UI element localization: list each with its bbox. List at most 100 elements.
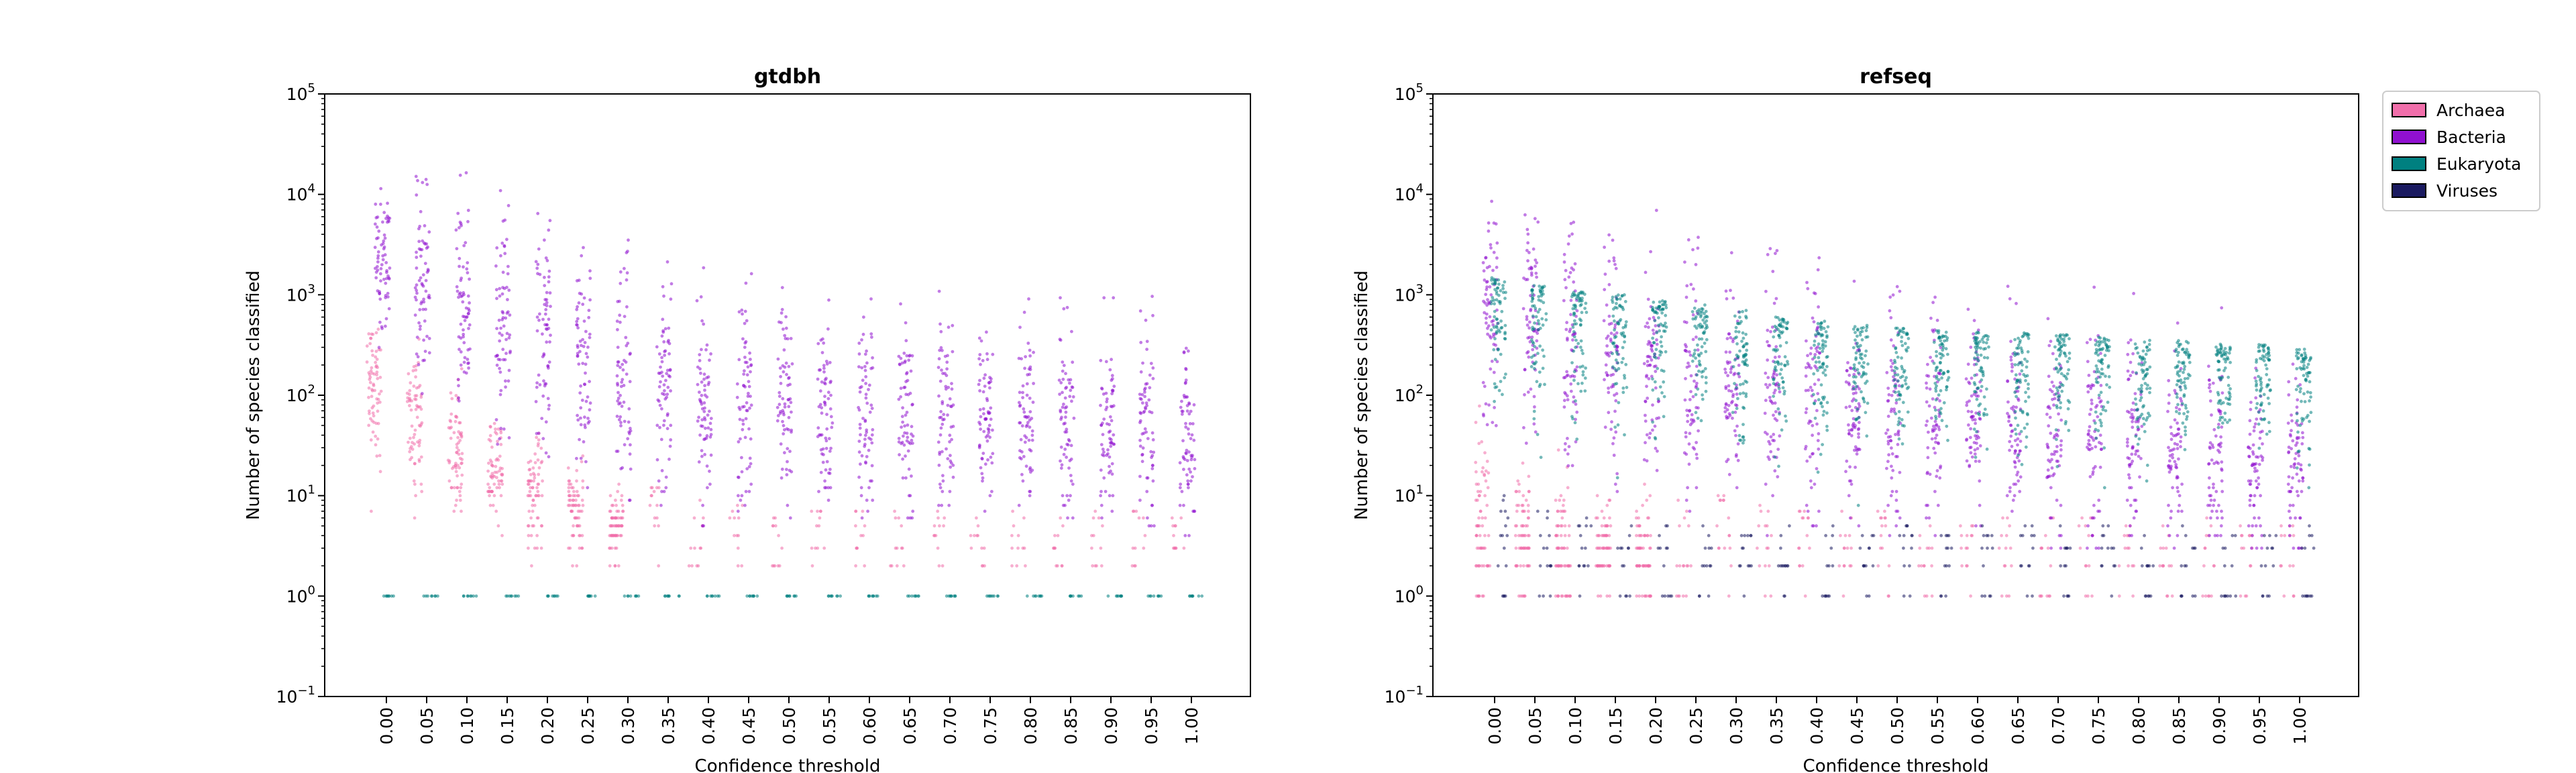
point-bacteria [1191, 454, 1194, 458]
point-archaea [1930, 594, 1934, 598]
point-archaea [370, 371, 374, 375]
point-bacteria [2250, 464, 2254, 468]
point-bacteria [2096, 415, 2100, 419]
point-bacteria [981, 452, 985, 455]
point-archaea [657, 524, 660, 528]
point-bacteria [545, 323, 549, 327]
point-bacteria [374, 266, 377, 270]
point-bacteria [2125, 499, 2129, 502]
point-bacteria [2289, 464, 2293, 468]
point-bacteria [1100, 516, 1104, 520]
point-bacteria [1978, 417, 1982, 421]
point-bacteria [2292, 463, 2296, 466]
point-archaea [379, 348, 382, 352]
point-eukaryota [1574, 338, 1578, 342]
point-bacteria [1896, 509, 1900, 513]
point-archaea [863, 564, 867, 568]
point-archaea [406, 396, 410, 400]
point-bacteria [1975, 437, 1978, 441]
point-bacteria [744, 417, 748, 421]
point-bacteria [459, 278, 463, 282]
point-bacteria [382, 211, 386, 215]
point-archaea [378, 470, 382, 474]
point-bacteria [2253, 422, 2257, 426]
point-archaea [416, 440, 419, 444]
point-bacteria [907, 358, 911, 362]
point-bacteria [1767, 440, 1771, 444]
point-bacteria [2091, 470, 2095, 474]
point-archaea [780, 546, 784, 550]
point-archaea [1477, 442, 1481, 446]
point-bacteria [466, 294, 470, 298]
point-bacteria [374, 216, 378, 219]
point-bacteria [459, 222, 463, 225]
point-bacteria [423, 262, 427, 265]
point-archaea [370, 395, 374, 399]
point-bacteria [1933, 405, 1937, 409]
point-eukaryota [1541, 366, 1545, 370]
point-archaea [1681, 594, 1685, 598]
point-bacteria [2251, 450, 2255, 454]
point-bacteria [1733, 411, 1737, 414]
point-bacteria [1071, 482, 1075, 486]
point-eukaryota [1535, 380, 1539, 384]
point-eukaryota [1532, 366, 1536, 370]
point-eukaryota [1503, 337, 1507, 340]
point-bacteria [1028, 397, 1032, 400]
point-archaea [2127, 546, 2131, 550]
point-bacteria [1688, 409, 1692, 413]
point-archaea [531, 503, 535, 507]
point-bacteria [779, 382, 783, 385]
point-bacteria [2172, 546, 2176, 550]
point-eukaryota [1613, 319, 1616, 323]
point-bacteria [2052, 403, 2055, 407]
point-bacteria [2261, 456, 2265, 460]
point-archaea [1917, 564, 1921, 568]
point-bacteria [2247, 454, 2251, 458]
point-eukaryota [1772, 329, 1776, 333]
point-bacteria [542, 379, 545, 383]
point-archaea [2203, 546, 2207, 550]
point-archaea [414, 368, 418, 372]
point-eukaryota [1536, 310, 1540, 314]
point-archaea [371, 411, 375, 415]
point-eukaryota [945, 594, 949, 598]
point-bacteria [587, 315, 591, 319]
point-bacteria [1858, 405, 1862, 408]
point-bacteria [1894, 490, 1898, 493]
point-bacteria [584, 362, 588, 366]
point-bacteria [857, 475, 861, 479]
point-bacteria [2090, 383, 2094, 387]
point-archaea [412, 435, 415, 440]
point-bacteria [788, 468, 792, 472]
point-bacteria [1934, 423, 1938, 427]
point-bacteria [938, 433, 943, 437]
point-bacteria [1192, 509, 1196, 513]
point-bacteria [377, 346, 381, 350]
y-tick-label: 100 [286, 583, 315, 606]
point-bacteria [1187, 486, 1190, 490]
point-archaea [1479, 490, 1483, 493]
point-archaea [1684, 509, 1688, 513]
point-bacteria [2126, 352, 2130, 356]
point-bacteria [2139, 393, 2143, 397]
point-archaea [1513, 533, 1517, 537]
point-eukaryota [1623, 433, 1626, 437]
point-bacteria [987, 431, 991, 434]
point-eukaryota [1495, 331, 1499, 335]
point-bacteria [2176, 509, 2180, 513]
point-bacteria [578, 437, 581, 442]
point-archaea [572, 533, 576, 537]
point-bacteria [1526, 259, 1529, 263]
point-archaea [2279, 524, 2283, 528]
point-archaea [367, 423, 371, 427]
point-bacteria [1609, 385, 1613, 389]
point-archaea [1758, 503, 1762, 507]
point-bacteria [2216, 408, 2220, 412]
point-bacteria [1067, 378, 1071, 382]
point-bacteria [669, 297, 673, 301]
point-bacteria [2261, 442, 2264, 446]
point-bacteria [1612, 256, 1616, 260]
point-bacteria [1683, 260, 1686, 264]
